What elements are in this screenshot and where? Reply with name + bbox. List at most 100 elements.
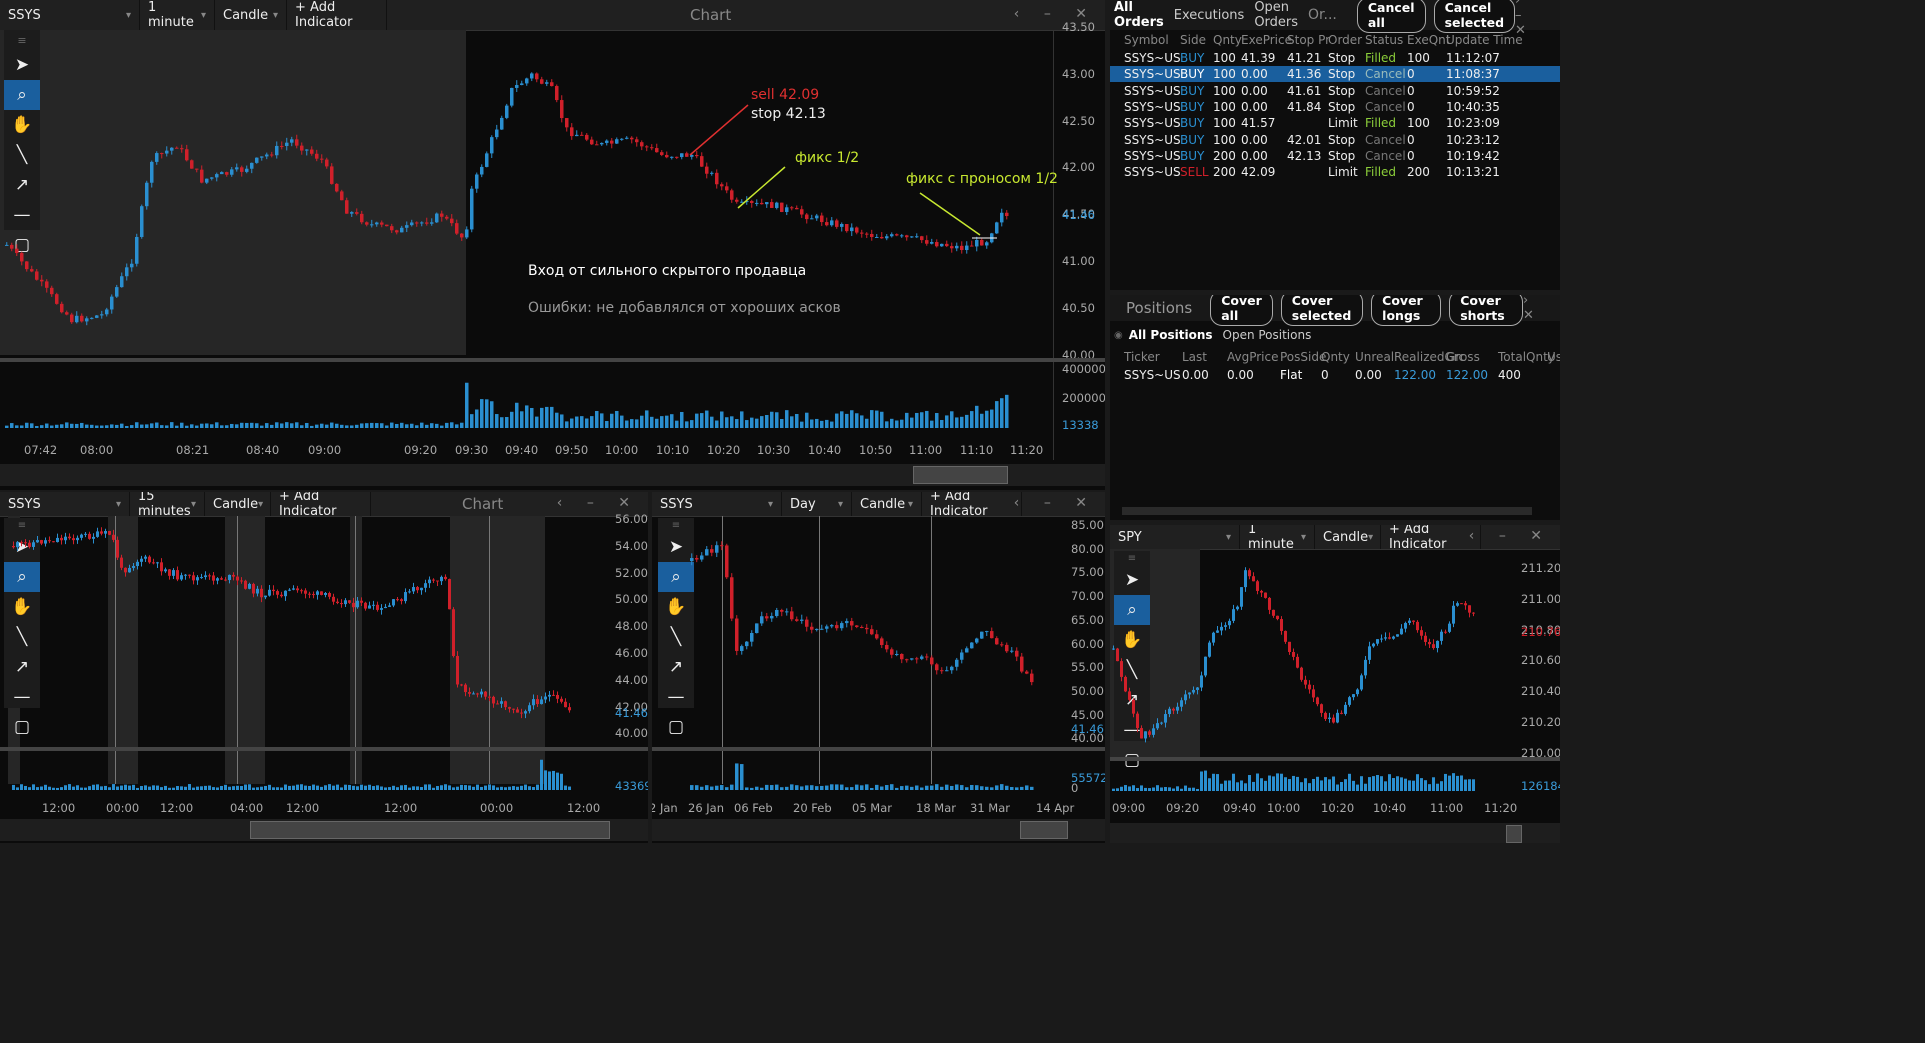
tab-all-positions[interactable]: All Positions — [1128, 328, 1213, 342]
window-controls[interactable]: ‹ – ✕ — [1013, 6, 1097, 22]
arrow-tool-icon[interactable]: ↗ — [668, 657, 684, 677]
column-header[interactable]: Ticker — [1124, 350, 1160, 364]
chart-spy-price-plot[interactable] — [1110, 549, 1515, 759]
hand-icon[interactable]: ✋ — [11, 597, 33, 617]
navigator-scrollbar[interactable] — [1110, 823, 1560, 843]
table-row[interactable]: SSYS~US 0.00 0.00 Flat 0 0.00 122.00 122.00 400 — [1110, 367, 1560, 383]
column-header[interactable]: Unreal — [1355, 350, 1395, 364]
pointer-icon[interactable]: ➤ — [668, 537, 684, 557]
cancel-selected-button[interactable]: Cancel selected — [1433, 0, 1516, 33]
style-selector[interactable]: Candle ▾ — [215, 0, 287, 30]
volume-separator[interactable] — [1110, 757, 1560, 761]
column-header[interactable]: TotalQnty — [1498, 350, 1555, 364]
symbol-selector[interactable]: SSYS ▾ — [0, 492, 130, 516]
column-header[interactable]: Stop Pr — [1287, 33, 1331, 47]
hand-icon[interactable]: ✋ — [1121, 630, 1143, 650]
volume-separator[interactable] — [0, 358, 1105, 362]
window-controls[interactable]: ‹ – ✕ — [1468, 528, 1552, 544]
interval-selector[interactable]: 1 minute ▾ — [1240, 525, 1315, 552]
pointer-icon[interactable]: ➤ — [1124, 570, 1140, 590]
column-header[interactable]: Symbol — [1124, 33, 1169, 47]
table-row[interactable]: SSYS~US BUY 100 41.57 Limit Filled 100 10:23:09 — [1110, 115, 1560, 131]
hline-tool-icon[interactable]: — — [13, 687, 31, 707]
add-indicator-button[interactable]: + Add Indicator — [1381, 525, 1481, 552]
window-controls[interactable]: › ✕ — [1522, 295, 1544, 323]
table-row[interactable]: SSYS~US BUY 100 0.00 42.01 Stop Cancel 0 10:23:1… — [1110, 132, 1560, 148]
cover-shorts-button[interactable]: Cover shorts — [1449, 295, 1523, 326]
symbol-selector[interactable]: SSYS ▾ — [652, 492, 782, 516]
table-row[interactable]: SSYS~US BUY 100 0.00 41.84 Stop Cancel 0 10:40:3… — [1110, 99, 1560, 115]
add-indicator-button[interactable]: + Add Indicator — [287, 0, 387, 30]
menu-icon[interactable]: ≡ — [17, 33, 27, 47]
table-row[interactable]: SSYS~US BUY 200 0.00 42.13 Stop Cancel 0 10:19:4… — [1110, 148, 1560, 164]
chart-day-price-plot[interactable] — [652, 516, 1062, 746]
style-selector[interactable]: Candle ▾ — [852, 492, 922, 516]
volume-separator[interactable] — [0, 747, 648, 751]
zoom-icon[interactable]: ⌕ — [4, 80, 40, 110]
table-row[interactable]: SSYS~US BUY 100 41.39 41.21 Stop Filled 100 11:1… — [1110, 50, 1560, 66]
window-controls[interactable]: ‹ – ✕ — [556, 495, 640, 511]
column-header[interactable]: ExeQnt — [1407, 33, 1451, 47]
line-tool-icon[interactable]: ╲ — [1126, 660, 1138, 680]
chart-15m-price-plot[interactable] — [0, 516, 605, 746]
tab-all-orders[interactable]: All Orders — [1114, 0, 1164, 30]
menu-icon[interactable]: ≡ — [17, 519, 27, 531]
interval-selector[interactable]: Day ▾ — [782, 492, 852, 516]
add-indicator-button[interactable]: + Add Indicator — [271, 492, 371, 519]
symbol-selector[interactable]: SSYS ▾ — [0, 0, 140, 30]
interval-selector[interactable]: 1 minute ▾ — [140, 0, 215, 30]
horizontal-scrollbar[interactable] — [1122, 507, 1532, 515]
tab-open-positions[interactable]: Open Positions — [1222, 328, 1312, 342]
column-header[interactable]: Side — [1180, 33, 1206, 47]
cancel-all-button[interactable]: Cancel all — [1356, 0, 1426, 33]
style-selector[interactable]: Candle ▾ — [1315, 525, 1381, 549]
window-controls[interactable]: ‹ – ✕ — [1013, 495, 1097, 511]
table-row[interactable]: SSYS~US BUY 100 0.00 41.36 Stop Cancel 0 11:08:3… — [1110, 66, 1560, 83]
rect-tool-icon[interactable]: ▢ — [13, 717, 31, 737]
column-header[interactable]: Last — [1182, 350, 1207, 364]
zoom-icon[interactable]: ⌕ — [4, 562, 40, 592]
menu-icon[interactable]: ≡ — [1127, 552, 1137, 564]
hline-tool-icon[interactable]: — — [667, 687, 685, 707]
navigator-scrollbar[interactable] — [0, 464, 1105, 486]
line-tool-icon[interactable]: ╲ — [16, 627, 28, 647]
cover-all-button[interactable]: Cover all — [1210, 295, 1273, 326]
column-header[interactable]: Gross — [1446, 350, 1480, 364]
add-indicator-button[interactable]: + Add Indicator — [922, 492, 1022, 519]
column-header[interactable]: Order — [1328, 33, 1363, 47]
zoom-icon[interactable]: ⌕ — [1114, 595, 1150, 625]
column-header[interactable]: Update Time — [1446, 33, 1523, 47]
column-header[interactable]: Qnty — [1213, 33, 1242, 47]
arrow-tool-icon[interactable]: ↗ — [14, 175, 30, 195]
cover-longs-button[interactable]: Cover longs — [1371, 295, 1442, 326]
cover-selected-button[interactable]: Cover selected — [1280, 295, 1364, 326]
column-header[interactable]: Usec — [1547, 350, 1560, 364]
table-row[interactable]: SSYS~US SELL 200 42.09 Limit Filled 200 10:13:2… — [1110, 164, 1560, 180]
tab-executions[interactable]: Executions — [1173, 7, 1245, 23]
main-price-plot[interactable] — [0, 30, 1055, 355]
navigator-scrollbar[interactable] — [0, 819, 648, 841]
volume-separator[interactable] — [652, 747, 1105, 751]
line-tool-icon[interactable]: ╲ — [16, 145, 28, 165]
window-controls[interactable]: › – ✕ — [1515, 0, 1536, 38]
rect-tool-icon[interactable]: ▢ — [667, 717, 685, 737]
navigator-thumb[interactable] — [913, 466, 1008, 484]
column-header[interactable]: Qnty — [1321, 350, 1350, 364]
settings-dot-icon[interactable]: ◉ — [1114, 329, 1123, 341]
column-header[interactable]: RealizedGrc — [1394, 350, 1466, 364]
navigator-thumb[interactable] — [1020, 821, 1068, 839]
column-header[interactable]: AvgPrice — [1227, 350, 1279, 364]
column-header[interactable]: ExePrice — [1241, 33, 1292, 47]
navigator-thumb[interactable] — [250, 821, 610, 839]
menu-icon[interactable]: ≡ — [671, 519, 681, 531]
style-selector[interactable]: Candle ▾ — [205, 492, 271, 516]
zoom-icon[interactable]: ⌕ — [658, 562, 694, 592]
navigator-scrollbar[interactable] — [652, 819, 1105, 841]
tab-open-orders[interactable]: Open Orders — [1254, 0, 1299, 30]
tab-more[interactable]: Or... — [1308, 7, 1337, 23]
hand-icon[interactable]: ✋ — [11, 115, 33, 135]
column-header[interactable]: Status — [1365, 33, 1404, 47]
column-header[interactable]: PosSide — [1280, 350, 1327, 364]
interval-selector[interactable]: 15 minutes ▾ — [130, 492, 205, 519]
arrow-tool-icon[interactable]: ↗ — [14, 657, 30, 677]
